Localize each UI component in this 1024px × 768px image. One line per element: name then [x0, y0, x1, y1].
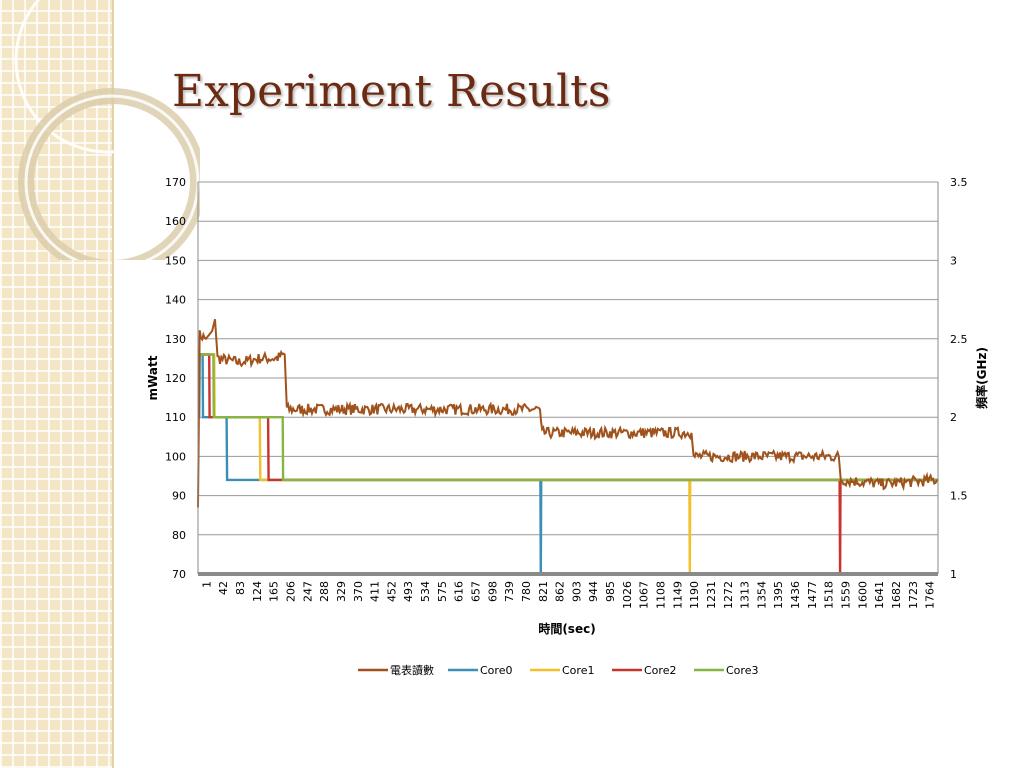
x-tick-label: 1067	[638, 581, 651, 609]
y-tick-label: 70	[172, 568, 186, 581]
x-tick-label: 780	[520, 581, 533, 602]
y-axis-label: mWatt	[146, 355, 160, 400]
y-tick-label: 90	[172, 490, 186, 503]
x-tick-label: 288	[318, 581, 331, 602]
x-tick-label: 1559	[840, 581, 853, 609]
x-tick-label: 1682	[890, 581, 903, 609]
series-line-core3	[198, 353, 938, 482]
y2-tick-label: 3	[950, 254, 957, 267]
y-tick-label: 140	[165, 294, 186, 307]
y-tick-label: 160	[165, 215, 186, 228]
x-tick-label: 329	[335, 581, 348, 602]
y2-axis-ticks: 1 1.5 2 2.5 3 3.5	[950, 176, 968, 581]
x-tick-label: 83	[234, 581, 247, 595]
y-tick-label: 150	[165, 254, 186, 267]
y-tick-label: 100	[165, 450, 186, 463]
y2-tick-label: 2.5	[950, 333, 968, 346]
x-tick-label: 1641	[873, 581, 886, 609]
y2-axis-label: 頻率(GHz)	[974, 347, 989, 409]
chart-legend: 電表讀數 Core0 Core1 Core2 Core3	[358, 663, 758, 677]
x-tick-label: 206	[285, 581, 298, 602]
series-line-core2	[198, 353, 938, 575]
x-tick-label: 493	[402, 581, 415, 602]
x-tick-label: 1108	[655, 581, 668, 609]
y2-tick-label: 1	[950, 568, 957, 581]
legend-label: Core2	[644, 664, 676, 677]
x-tick-label: 124	[251, 581, 264, 602]
x-tick-label: 1231	[705, 581, 718, 609]
legend-label: 電表讀數	[390, 663, 434, 677]
x-tick-label: 1026	[621, 581, 634, 609]
x-tick-label: 1272	[722, 581, 735, 609]
x-tick-label: 985	[604, 581, 617, 602]
x-tick-label: 1313	[739, 581, 752, 609]
x-tick-label: 1436	[789, 581, 802, 609]
x-tick-label: 1723	[907, 581, 920, 609]
x-axis-ticks: 1 42 83 124 165 206 247 288 329 370 411 452 493 534 57…	[200, 581, 936, 609]
chart-series	[197, 318, 939, 575]
x-tick-label: 1518	[823, 581, 836, 609]
x-tick-label: 944	[587, 581, 600, 602]
x-tick-label: 411	[369, 581, 382, 602]
slide-sidebar	[0, 0, 114, 768]
series-line-core1	[198, 353, 938, 575]
x-tick-label: 698	[486, 581, 499, 602]
x-tick-label: 657	[470, 581, 483, 602]
x-tick-label: 370	[352, 581, 365, 602]
legend-label: Core3	[726, 664, 758, 677]
y2-tick-label: 2	[950, 411, 957, 424]
x-tick-label: 903	[570, 581, 583, 602]
y-axis-ticks: 70 80 90 100 110 120 130 140 150 160 170	[165, 176, 186, 581]
legend-label: Core1	[562, 664, 594, 677]
x-tick-label: 616	[453, 581, 466, 602]
slide-title: Experiment Results	[172, 66, 611, 117]
x-tick-label: 247	[301, 581, 314, 602]
x-tick-label: 739	[503, 581, 516, 602]
x-tick-label: 42	[217, 581, 230, 595]
y2-tick-label: 3.5	[950, 176, 968, 189]
y-tick-label: 170	[165, 176, 186, 189]
x-tick-label: 1354	[755, 581, 768, 609]
x-tick-label: 1764	[924, 581, 937, 609]
x-tick-label: 452	[385, 581, 398, 602]
series-line-power	[197, 318, 939, 508]
x-tick-label: 165	[268, 581, 281, 602]
x-tick-label: 1477	[806, 581, 819, 609]
y-tick-label: 120	[165, 372, 186, 385]
legend-label: Core0	[480, 664, 512, 677]
x-tick-label: 1149	[671, 581, 684, 609]
x-tick-label: 1600	[856, 581, 869, 609]
x-tick-label: 575	[436, 581, 449, 602]
y-tick-label: 130	[165, 333, 186, 346]
chart-gridlines	[198, 181, 938, 536]
x-tick-label: 1	[200, 581, 213, 588]
x-tick-label: 1395	[772, 581, 785, 609]
y-tick-label: 80	[172, 529, 186, 542]
x-tick-label: 534	[419, 581, 432, 602]
y-tick-label: 110	[165, 411, 186, 424]
x-axis-label: 時間(sec)	[538, 621, 595, 636]
x-tick-label: 862	[554, 581, 567, 602]
x-tick-label: 1190	[688, 581, 701, 609]
x-tick-label: 821	[537, 581, 550, 602]
y2-tick-label: 1.5	[950, 490, 968, 503]
series-line-core0	[198, 353, 938, 575]
